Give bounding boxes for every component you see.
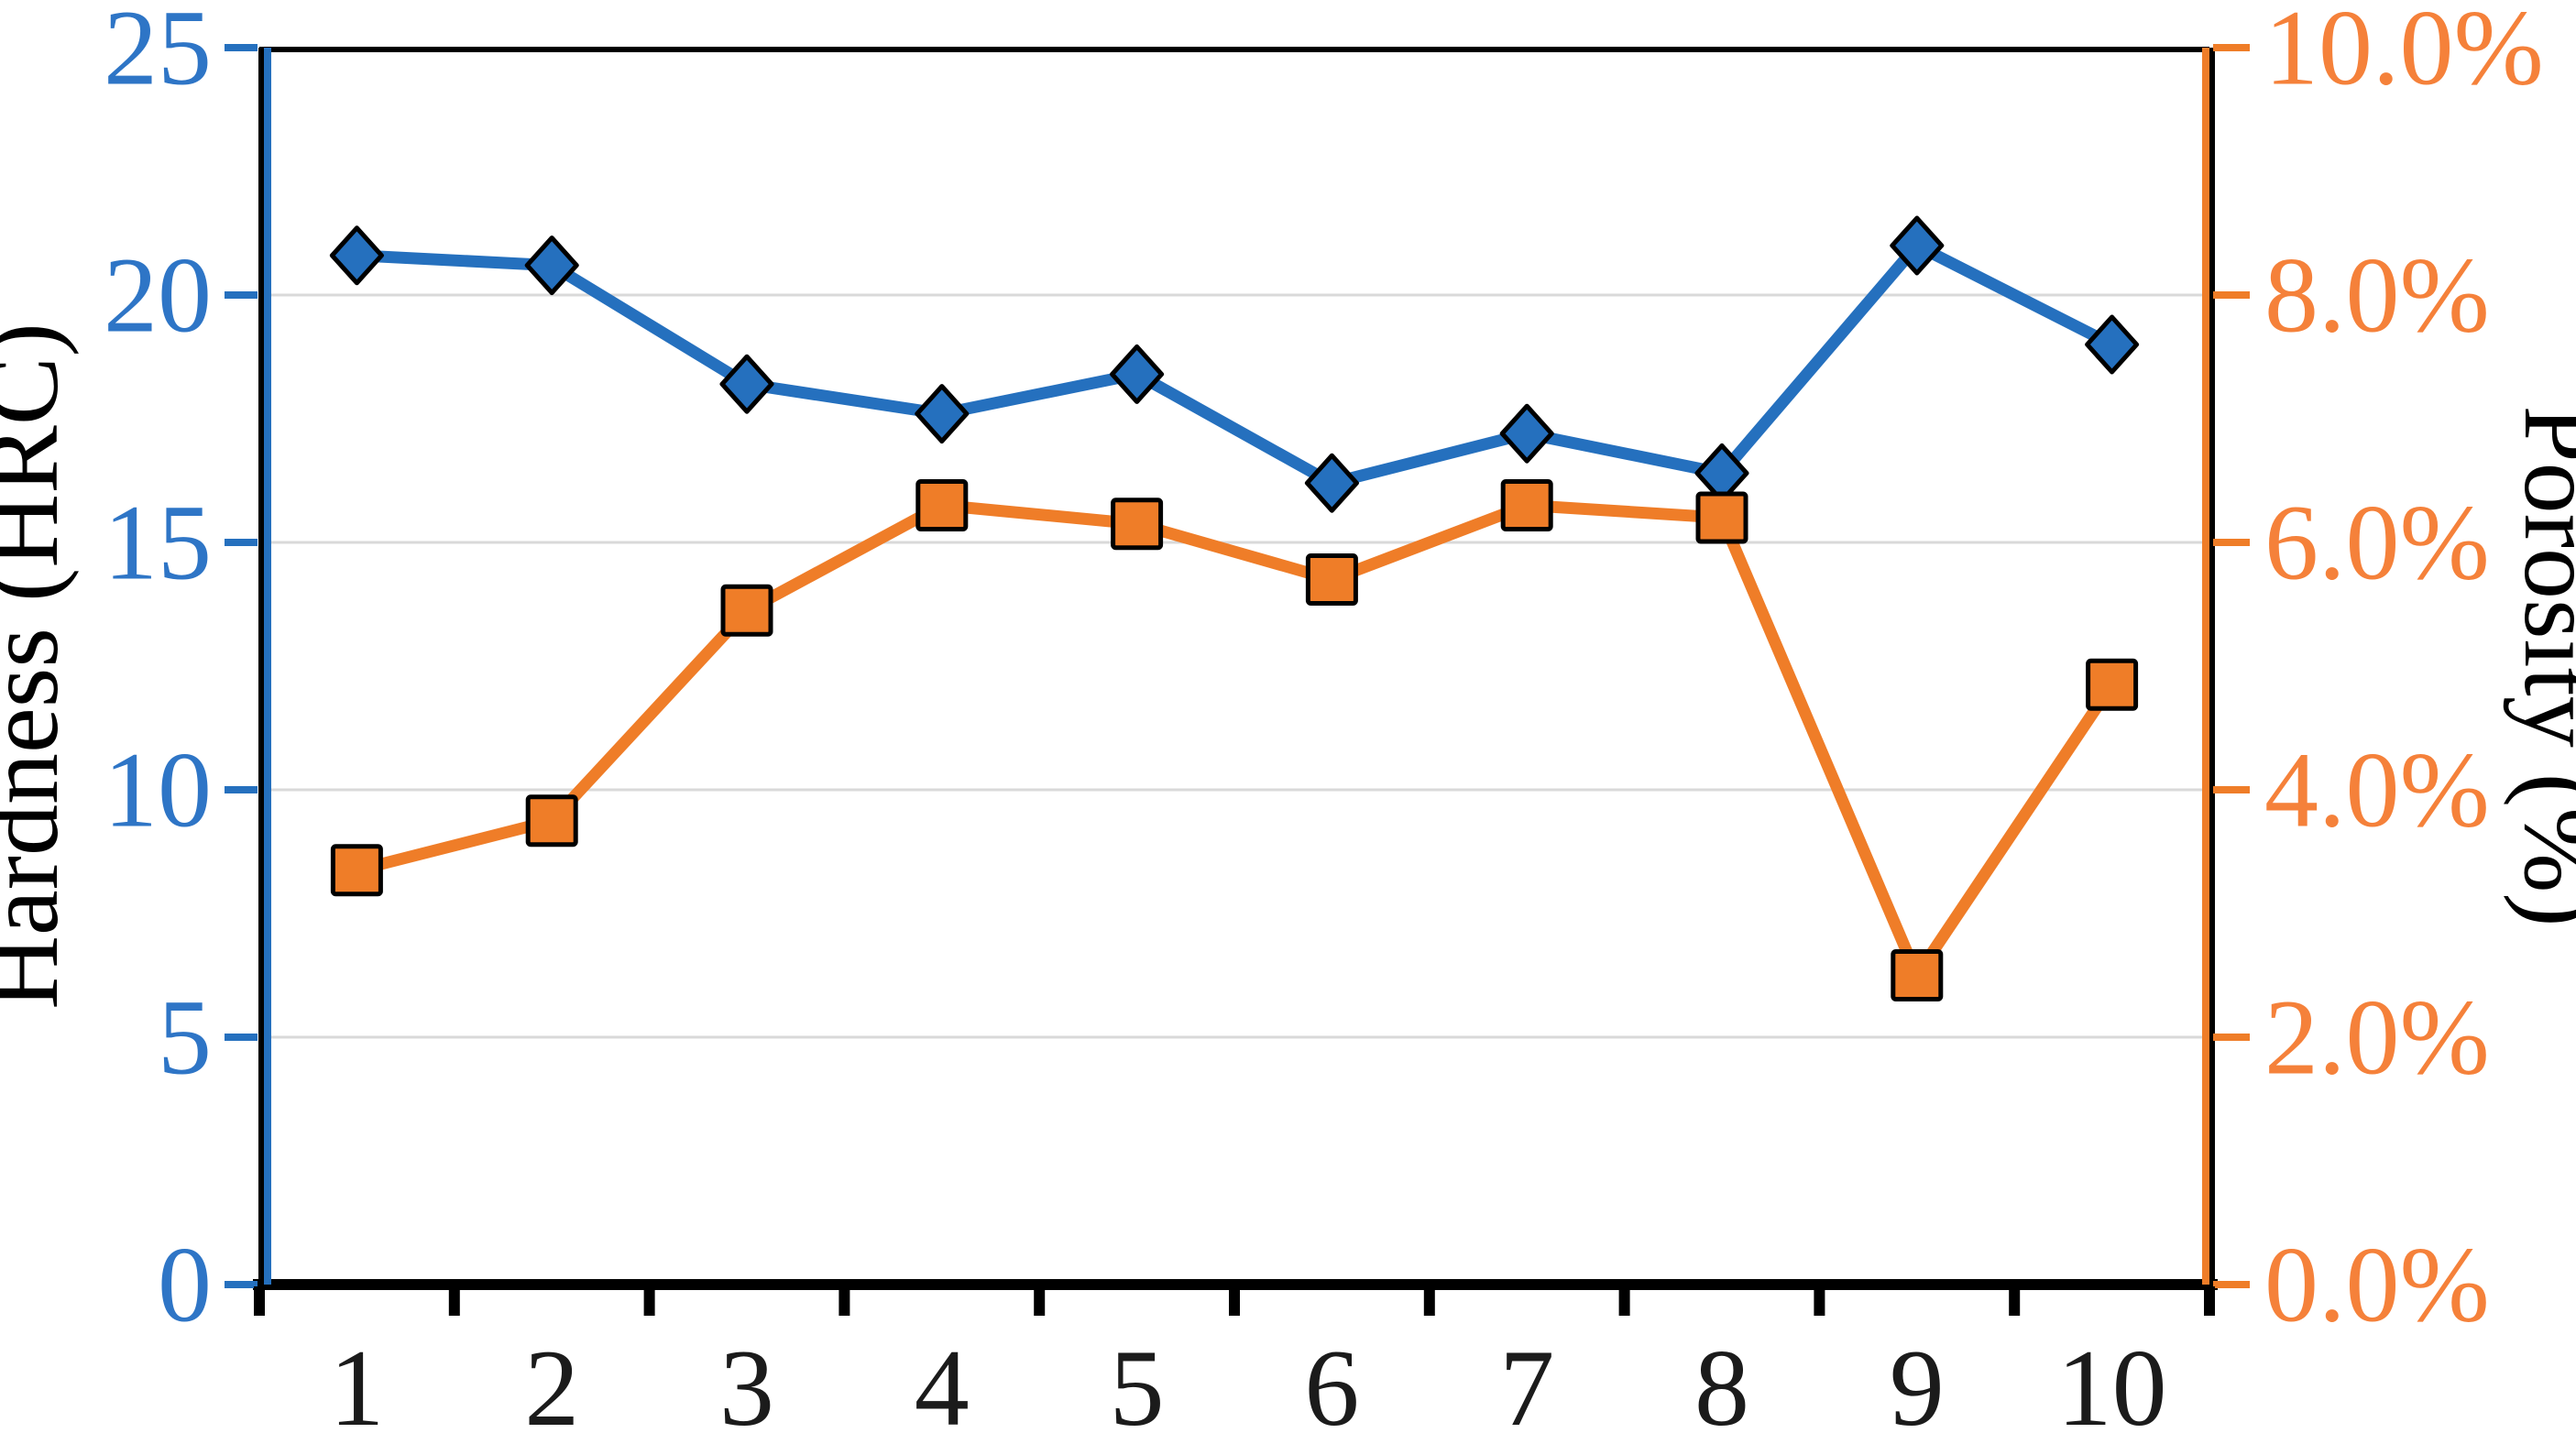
axes-layer <box>225 44 2250 1316</box>
hardness-line <box>356 239 2115 489</box>
hardness-marker-diamond <box>915 384 970 444</box>
left-axis-title: Hardness (HRC) <box>0 323 80 1010</box>
hardness-marker-diamond <box>1499 403 1554 464</box>
right-axis-tick-label: 10.0% <box>2264 0 2544 108</box>
right-axis-tick-label: 4.0% <box>2264 730 2490 850</box>
right-axis-tick-label: 6.0% <box>2264 483 2490 603</box>
x-axis-tick-label: 9 <box>1890 1327 1945 1433</box>
porosity-marker-square <box>1500 479 1553 531</box>
left-axis-tick-label: 10 <box>104 730 212 850</box>
x-axis-tick-label: 8 <box>1694 1327 1749 1433</box>
right-axis-tick-label: 0.0% <box>2264 1225 2490 1345</box>
x-axis-tick-label: 1 <box>329 1327 384 1433</box>
hardness-series <box>329 215 2140 513</box>
x-axis-tick-label: 2 <box>524 1327 579 1433</box>
hardness-marker-diamond <box>719 354 774 414</box>
hardness-marker-diamond <box>1304 453 1359 513</box>
porosity-marker-square <box>1305 553 1358 606</box>
porosity-line <box>355 499 2117 981</box>
tick-label-layer: 0 5 10 15 20 25 0.0% 2.0% 4.0% 6.0% 8.0% 10.0% 1 2 3 4 5… <box>104 0 2544 1433</box>
right-axis-tick-label: 8.0% <box>2264 235 2490 356</box>
gridline-layer <box>259 293 2209 1039</box>
x-axis-tick-label: 4 <box>915 1327 970 1433</box>
hardness-marker-diamond <box>1110 344 1165 404</box>
right-axis-tick-label: 2.0% <box>2264 978 2490 1098</box>
x-axis-tick-label: 3 <box>719 1327 774 1433</box>
x-axis-tick-label: 6 <box>1304 1327 1359 1433</box>
left-axis-tick-label: 25 <box>104 0 212 108</box>
porosity-series <box>330 479 2139 1001</box>
right-axis-title: Porosity (%) <box>2503 405 2576 926</box>
porosity-marker-square <box>1695 491 1748 544</box>
porosity-marker-square <box>2086 658 2139 711</box>
porosity-marker-square <box>1891 949 1944 1001</box>
hardness-marker-diamond <box>1890 215 1945 276</box>
left-axis-tick-label: 0 <box>158 1225 212 1345</box>
porosity-marker-square <box>330 844 383 897</box>
left-axis-tick-label: 5 <box>158 978 212 1098</box>
porosity-marker-square <box>915 479 969 531</box>
x-axis-tick-label: 7 <box>1499 1327 1554 1433</box>
x-axis-tick-label: 5 <box>1110 1327 1165 1433</box>
series-layer <box>329 215 2140 1001</box>
left-axis-tick-label: 20 <box>104 235 212 356</box>
porosity-marker-square <box>525 794 578 848</box>
hardness-marker-diamond <box>2085 314 2140 375</box>
left-axis-tick-label: 15 <box>104 483 212 603</box>
hardness-marker-diamond <box>524 235 579 296</box>
hardness-marker-diamond <box>329 225 384 286</box>
porosity-marker-square <box>1111 498 1164 551</box>
porosity-marker-square <box>720 584 773 637</box>
x-axis-tick-label: 10 <box>2057 1327 2167 1433</box>
